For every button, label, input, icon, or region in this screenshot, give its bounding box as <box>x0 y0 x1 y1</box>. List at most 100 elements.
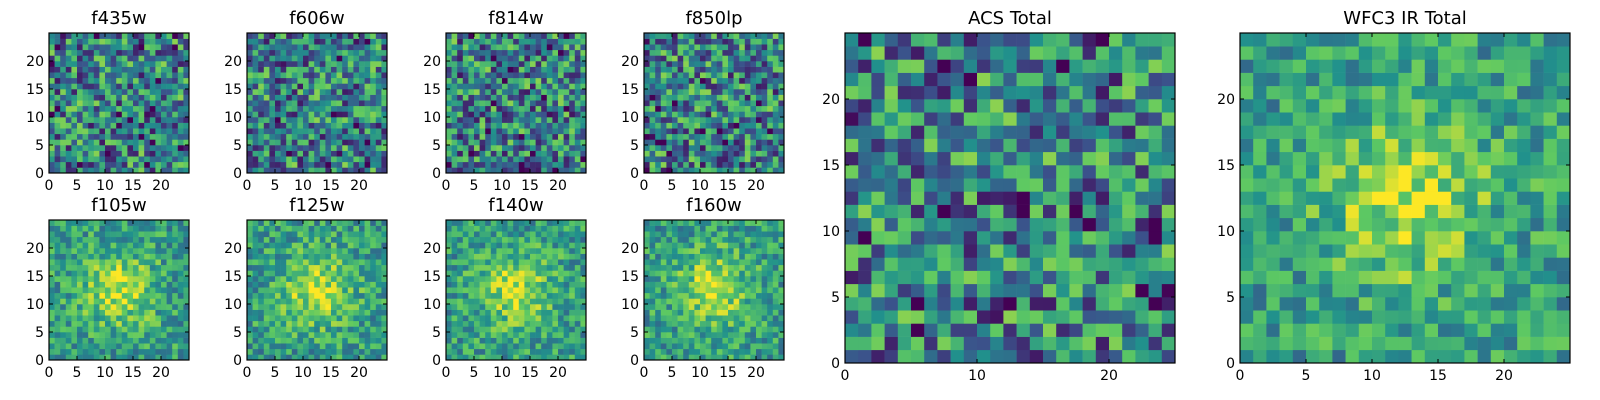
heatmap-cell <box>82 72 89 79</box>
heatmap-cell <box>574 167 581 174</box>
heatmap-cell <box>331 105 337 112</box>
heatmap-cell <box>750 309 757 316</box>
heatmap-cell <box>722 38 729 45</box>
heatmap-cell <box>756 44 762 51</box>
heatmap-cell <box>744 167 751 174</box>
heatmap-cell <box>82 332 89 338</box>
heatmap-cell <box>518 139 525 146</box>
heatmap-cell <box>364 354 371 361</box>
heatmap-cell <box>711 156 718 163</box>
heatmap-cell <box>297 150 304 157</box>
heatmap-cell <box>700 122 706 129</box>
heatmap-cell <box>518 72 525 79</box>
heatmap-cell <box>161 253 167 260</box>
heatmap-cell <box>49 281 55 288</box>
heatmap-cell <box>666 44 673 51</box>
heatmap-cell <box>744 111 751 118</box>
heatmap-cell <box>166 332 173 338</box>
heatmap-cell <box>767 117 774 123</box>
heatmap-cell <box>149 320 156 327</box>
heatmap-cell <box>507 225 514 232</box>
heatmap-cell <box>353 354 360 361</box>
heatmap-cell <box>457 304 464 310</box>
heatmap-cell <box>319 332 326 338</box>
heatmap-cell <box>49 55 55 62</box>
heatmap-cell <box>655 38 662 45</box>
heatmap-cell <box>739 332 746 338</box>
x-tick-label: 10 <box>96 178 114 194</box>
heatmap-cell <box>247 94 253 101</box>
heatmap-cell <box>705 122 712 129</box>
heatmap-cell <box>580 66 587 73</box>
heatmap-cell <box>359 111 365 118</box>
heatmap-cell <box>99 49 106 56</box>
heatmap-cell <box>71 122 78 129</box>
heatmap-cell <box>546 139 553 146</box>
heatmap-cell <box>711 72 718 79</box>
heatmap-cell <box>99 259 106 266</box>
heatmap-cell <box>716 33 723 39</box>
heatmap-cell <box>446 264 452 271</box>
heatmap-cell <box>49 304 55 310</box>
heatmap-cell <box>258 33 265 39</box>
heatmap-cell <box>269 304 276 310</box>
heatmap-cell <box>280 220 287 226</box>
heatmap-cell <box>77 105 83 112</box>
heatmap-cell <box>535 161 542 168</box>
heatmap-cell <box>563 61 570 67</box>
heatmap-cell <box>166 259 173 266</box>
heatmap-cell <box>144 259 151 266</box>
heatmap-cell <box>496 139 503 146</box>
heatmap-cell <box>711 315 718 322</box>
heatmap-cell <box>744 38 751 45</box>
heatmap-cell <box>336 55 343 62</box>
heatmap-cell <box>672 55 678 62</box>
heatmap-cell <box>535 44 542 51</box>
heatmap-cell <box>700 320 706 327</box>
heatmap-cell <box>546 117 553 123</box>
heatmap-cell <box>93 248 100 254</box>
heatmap-cell <box>518 89 525 95</box>
heatmap-cell <box>280 264 287 271</box>
heatmap-cell <box>451 304 458 310</box>
heatmap-cell <box>116 49 123 56</box>
y-tick-label: 0 <box>233 166 242 182</box>
heatmap-cell <box>353 225 360 232</box>
heatmap-cell <box>93 133 100 140</box>
heatmap-cell <box>149 220 156 226</box>
heatmap-cell <box>772 61 779 67</box>
heatmap-cell <box>370 354 377 361</box>
heatmap-cell <box>683 320 690 327</box>
heatmap-cell <box>82 320 89 327</box>
heatmap-cell <box>77 236 83 243</box>
heatmap-cell <box>370 304 377 310</box>
heatmap-cell <box>496 83 503 90</box>
heatmap-cell <box>110 77 117 84</box>
heatmap-cell <box>291 253 298 260</box>
heatmap-cell <box>655 326 662 333</box>
heatmap-cell <box>552 259 559 266</box>
heatmap-cell <box>263 167 270 174</box>
heatmap-cell <box>49 94 55 101</box>
heatmap-cell <box>722 270 729 277</box>
heatmap-cell <box>666 343 673 350</box>
heatmap-cell <box>116 320 123 327</box>
heatmap-cell <box>507 55 514 62</box>
heatmap-cell <box>474 343 480 350</box>
heatmap-cell <box>541 128 548 135</box>
heatmap-cell <box>649 332 656 338</box>
heatmap-cell <box>286 343 293 350</box>
heatmap-cell <box>474 276 480 282</box>
heatmap-cell <box>247 66 253 73</box>
heatmap-cell <box>286 150 293 157</box>
heatmap-cell <box>144 55 151 62</box>
heatmap-cell <box>666 66 673 73</box>
heatmap-cell <box>524 117 531 123</box>
heatmap-cell <box>722 309 729 316</box>
heatmap-cell <box>457 225 464 232</box>
heatmap-cell <box>375 49 382 56</box>
heatmap-cell <box>336 326 343 333</box>
heatmap-cell <box>381 253 388 260</box>
heatmap-cell <box>149 276 156 282</box>
heatmap-cell <box>166 122 173 129</box>
